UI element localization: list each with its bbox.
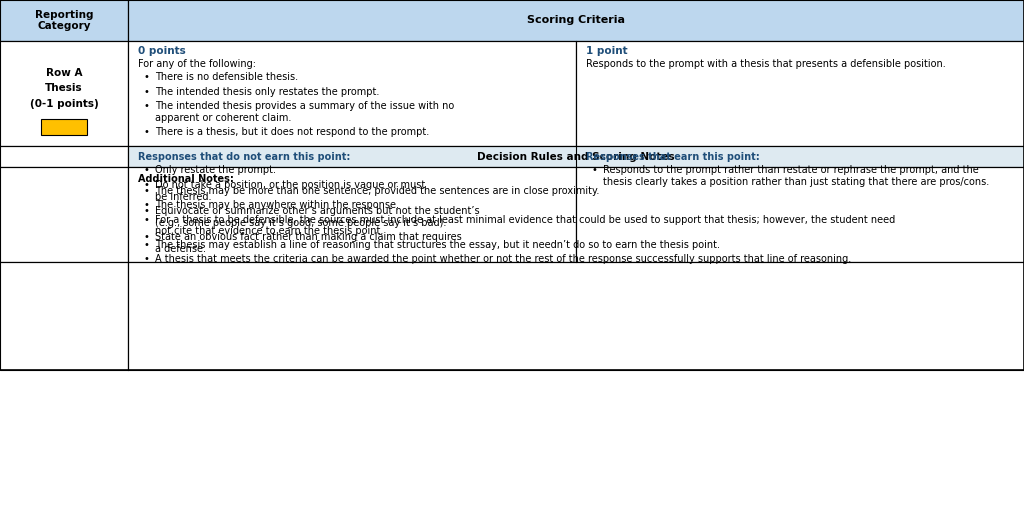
- Text: There is no defensible thesis.: There is no defensible thesis.: [155, 72, 298, 82]
- Text: •: •: [143, 72, 150, 82]
- Bar: [128, 167, 575, 262]
- Text: 0 points: 0 points: [138, 46, 186, 56]
- Bar: [575, 167, 1024, 262]
- Text: •: •: [143, 101, 150, 112]
- Text: A thesis that meets the criteria can be awarded the point whether or not the res: A thesis that meets the criteria can be …: [155, 254, 851, 265]
- Bar: [0, 167, 128, 262]
- Text: •: •: [143, 200, 150, 210]
- Text: •: •: [143, 232, 150, 243]
- Text: There is a thesis, but it does not respond to the prompt.: There is a thesis, but it does not respo…: [155, 127, 429, 138]
- Text: Responds to the prompt with a thesis that presents a defensible position.: Responds to the prompt with a thesis tha…: [586, 59, 946, 70]
- Text: •: •: [143, 165, 150, 176]
- Bar: [0, 0, 1024, 370]
- Text: State an obvious fact rather than making a claim that requires
a defense.: State an obvious fact rather than making…: [155, 232, 462, 254]
- Text: •: •: [143, 240, 150, 250]
- Text: 4.B: 4.B: [55, 122, 73, 132]
- Text: Decision Rules and Scoring Notes: Decision Rules and Scoring Notes: [477, 152, 675, 162]
- Text: The thesis may establish a line of reasoning that structures the essay, but it n: The thesis may establish a line of reaso…: [155, 240, 720, 250]
- Bar: [575, 41, 1024, 146]
- Text: •: •: [143, 180, 150, 190]
- Bar: [128, 0, 1024, 41]
- Bar: [0, 262, 128, 370]
- Bar: [0, 146, 128, 167]
- Text: •: •: [143, 87, 150, 97]
- Bar: [0, 41, 128, 146]
- Text: Thesis: Thesis: [45, 83, 83, 93]
- Text: The thesis may be anywhere within the response.: The thesis may be anywhere within the re…: [155, 200, 398, 210]
- Text: Do not take a position, or the position is vague or must
be inferred.: Do not take a position, or the position …: [155, 180, 425, 202]
- Text: •: •: [143, 206, 150, 217]
- Bar: [128, 41, 575, 146]
- Text: For any of the following:: For any of the following:: [138, 59, 256, 70]
- Text: Row A: Row A: [46, 68, 82, 78]
- Text: Scoring Criteria: Scoring Criteria: [527, 15, 625, 26]
- Bar: [41, 119, 86, 135]
- Text: For a thesis to be defensible, the sources must include at least minimal evidenc: For a thesis to be defensible, the sourc…: [155, 215, 895, 236]
- Text: •: •: [143, 215, 150, 225]
- Bar: [128, 262, 1024, 370]
- Text: •: •: [592, 165, 597, 176]
- Text: The intended thesis only restates the prompt.: The intended thesis only restates the pr…: [155, 87, 379, 97]
- Text: Only restate the prompt.: Only restate the prompt.: [155, 165, 275, 176]
- Text: The intended thesis provides a summary of the issue with no
apparent or coherent: The intended thesis provides a summary o…: [155, 101, 454, 123]
- Text: Additional Notes:: Additional Notes:: [138, 174, 234, 184]
- Text: Responses that do not earn this point:: Responses that do not earn this point:: [138, 152, 350, 162]
- Text: The thesis may be more than one sentence, provided the sentences are in close pr: The thesis may be more than one sentence…: [155, 186, 599, 196]
- Text: Responses that earn this point:: Responses that earn this point:: [586, 152, 760, 162]
- Text: •: •: [143, 127, 150, 138]
- Text: Equivocate or summarize other’s arguments but not the student’s
(e.g., some peop: Equivocate or summarize other’s argument…: [155, 206, 479, 228]
- Text: •: •: [143, 186, 150, 196]
- Text: Reporting
Category: Reporting Category: [35, 10, 93, 31]
- Text: Responds to the prompt rather than restate or rephrase the prompt, and the
thesi: Responds to the prompt rather than resta…: [602, 165, 989, 187]
- Bar: [128, 146, 1024, 167]
- Bar: [0, 0, 128, 41]
- Text: (0-1 points): (0-1 points): [30, 98, 98, 109]
- Text: 1 point: 1 point: [586, 46, 628, 56]
- Text: •: •: [143, 254, 150, 265]
